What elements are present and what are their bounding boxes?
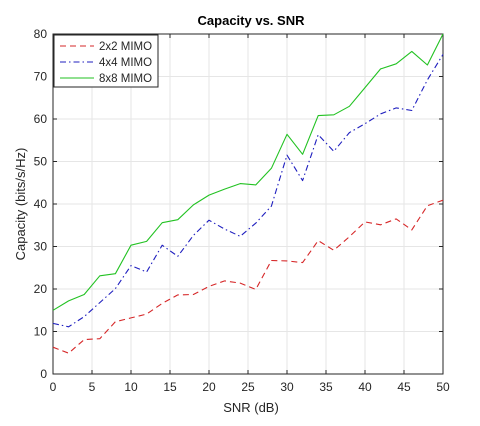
legend: 2x2 MIMO 4x4 MIMO 8x8 MIMO xyxy=(53,34,159,88)
y-tick-label: 10 xyxy=(34,325,48,339)
x-tick-label: 25 xyxy=(241,380,255,394)
x-tick-label: 35 xyxy=(319,380,333,394)
x-tick-label: 30 xyxy=(280,380,294,394)
legend-label: 8x8 MIMO xyxy=(99,73,152,85)
x-tick-label: 45 xyxy=(397,380,411,394)
y-tick-label: 70 xyxy=(34,70,48,84)
y-tick-label: 50 xyxy=(34,155,48,169)
axes: 0 5 10 15 20 25 30 35 40 45 50 0 10 20 30 40 50 60 70 80 xyxy=(34,27,450,394)
y-tick-label: 80 xyxy=(34,27,48,41)
legend-label: 4x4 MIMO xyxy=(99,57,152,69)
grid-lines xyxy=(53,34,443,374)
chart-title: Capacity vs. SNR xyxy=(198,13,306,28)
y-tick-label: 30 xyxy=(34,240,48,254)
x-tick-label: 15 xyxy=(163,380,177,394)
y-tick-label: 0 xyxy=(40,367,47,381)
x-tick-label: 0 xyxy=(50,380,57,394)
x-tick-label: 20 xyxy=(202,380,216,394)
series-line-8x8-mimo xyxy=(52,33,444,311)
x-tick-label: 40 xyxy=(358,380,372,394)
y-axis-label: Capacity (bits/s/Hz) xyxy=(13,148,28,261)
x-tick-label: 5 xyxy=(89,380,96,394)
x-axis-label: SNR (dB) xyxy=(223,400,279,415)
legend-label: 2x2 MIMO xyxy=(99,41,152,53)
y-tick-label: 60 xyxy=(34,112,48,126)
series-line-2x2-mimo xyxy=(52,199,444,354)
data-series xyxy=(52,33,444,354)
y-tick-label: 40 xyxy=(34,197,48,211)
x-tick-label: 10 xyxy=(124,380,138,394)
series-line-4x4-mimo xyxy=(52,54,444,328)
legend-box xyxy=(53,34,159,88)
y-tick-label: 20 xyxy=(34,282,48,296)
x-tick-label: 50 xyxy=(436,380,450,394)
